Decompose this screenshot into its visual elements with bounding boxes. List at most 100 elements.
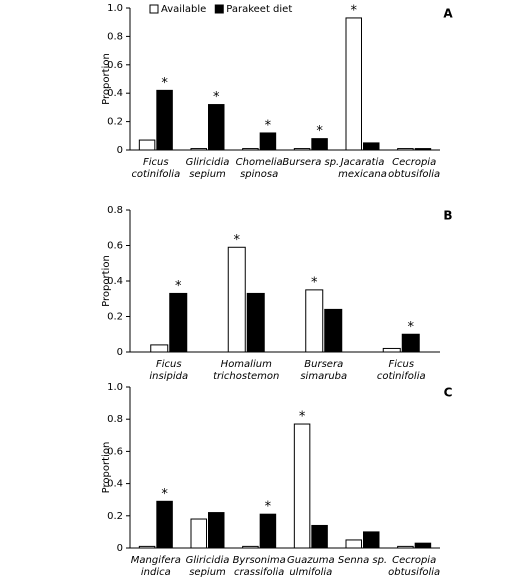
y-axis-label: Proportion bbox=[101, 53, 112, 105]
legend-swatch bbox=[149, 4, 159, 14]
bar bbox=[208, 512, 225, 549]
x-tick-label: simaruba bbox=[300, 371, 347, 382]
y-axis-label: Proportion bbox=[101, 255, 112, 307]
x-tick-label: Gliricidia bbox=[186, 157, 230, 168]
y-tick-label: 0.2 bbox=[107, 117, 123, 128]
panel-label: A bbox=[443, 7, 453, 21]
panel-label: C bbox=[444, 386, 453, 400]
x-tick-label: mexicana bbox=[338, 169, 387, 180]
x-tick-label: Homalium bbox=[221, 359, 272, 370]
y-tick-label: 0.8 bbox=[107, 31, 123, 42]
significance-marker: * bbox=[299, 410, 306, 425]
x-tick-label: Ficus bbox=[388, 359, 414, 370]
significance-marker: * bbox=[351, 3, 358, 18]
bar bbox=[345, 539, 362, 549]
x-tick-label: indica bbox=[141, 567, 171, 578]
y-tick-label: 0.2 bbox=[107, 312, 123, 323]
bar bbox=[414, 542, 432, 549]
significance-marker: * bbox=[234, 233, 241, 248]
x-tick-label: Cecropia bbox=[392, 157, 436, 168]
bar bbox=[259, 132, 277, 151]
bar bbox=[345, 17, 362, 151]
y-axis-label: Proportion bbox=[101, 442, 112, 494]
x-tick-label: crassifolia bbox=[234, 567, 284, 578]
x-tick-label: insipida bbox=[149, 371, 188, 382]
x-tick-label: Mangifera bbox=[131, 555, 181, 566]
bar bbox=[293, 148, 311, 151]
x-tick-label: cotinifolia bbox=[131, 169, 180, 180]
bar bbox=[324, 308, 343, 353]
y-tick-label: 1.0 bbox=[107, 382, 123, 393]
bar bbox=[156, 500, 173, 549]
bar bbox=[246, 292, 265, 353]
y-tick-label: 0.2 bbox=[107, 511, 123, 522]
y-tick-label: 0 bbox=[117, 145, 123, 156]
significance-marker: * bbox=[311, 275, 318, 290]
y-tick-label: 0.6 bbox=[107, 446, 123, 457]
y-tick-label: 0.8 bbox=[107, 205, 123, 216]
bar bbox=[363, 531, 380, 549]
significance-marker: * bbox=[265, 118, 272, 133]
bar bbox=[242, 148, 259, 151]
bar bbox=[156, 89, 173, 151]
bar bbox=[397, 148, 414, 151]
bar bbox=[190, 518, 207, 549]
significance-marker: * bbox=[213, 90, 220, 105]
x-tick-label: trichostemon bbox=[213, 371, 279, 382]
bar bbox=[150, 344, 169, 353]
bar bbox=[208, 104, 225, 151]
x-tick-label: Bursera bbox=[304, 359, 343, 370]
x-tick-label: obtusifolia bbox=[388, 169, 440, 180]
x-tick-label: Bursera sp. bbox=[282, 157, 339, 168]
bar bbox=[259, 513, 277, 549]
significance-marker: * bbox=[175, 279, 182, 294]
y-tick-label: 0.4 bbox=[107, 88, 123, 99]
bar bbox=[397, 545, 414, 549]
x-tick-label: Ficus bbox=[143, 157, 169, 168]
y-tick-label: 0.4 bbox=[107, 276, 123, 287]
x-tick-label: Byrsonima bbox=[233, 555, 286, 566]
y-tick-label: 1.0 bbox=[107, 3, 123, 14]
x-tick-label: Senna sp. bbox=[338, 555, 387, 566]
significance-marker: * bbox=[265, 500, 272, 515]
x-tick-label: ulmifolia bbox=[289, 567, 332, 578]
x-tick-label: Jacaratia bbox=[339, 157, 385, 168]
bar bbox=[305, 289, 324, 353]
y-tick-label: 0.6 bbox=[107, 241, 123, 252]
bar bbox=[311, 524, 328, 549]
x-tick-label: Gliricidia bbox=[186, 555, 230, 566]
bar bbox=[401, 333, 420, 353]
significance-marker: * bbox=[161, 487, 168, 502]
bar bbox=[169, 292, 188, 353]
bar bbox=[227, 246, 246, 353]
bar bbox=[190, 148, 207, 151]
x-tick-label: sepium bbox=[189, 169, 226, 180]
x-tick-label: cotinifolia bbox=[377, 371, 426, 382]
x-tick-label: Cecropia bbox=[392, 555, 436, 566]
y-tick-label: 0.8 bbox=[107, 414, 123, 425]
x-tick-label: Chomelia bbox=[236, 157, 283, 168]
significance-marker: * bbox=[161, 76, 168, 91]
legend-swatch bbox=[214, 4, 224, 14]
y-tick-label: 0.6 bbox=[107, 60, 123, 71]
x-tick-label: Guazuma bbox=[287, 555, 335, 566]
bar bbox=[138, 545, 156, 549]
legend-label: Parakeet diet bbox=[226, 4, 292, 15]
x-tick-label: sepium bbox=[189, 567, 226, 578]
bar bbox=[363, 142, 380, 151]
significance-marker: * bbox=[408, 320, 415, 335]
legend-label: Available bbox=[161, 4, 206, 15]
x-tick-label: spinosa bbox=[240, 169, 278, 180]
x-tick-label: obtusifolia bbox=[388, 567, 440, 578]
y-tick-label: 0.4 bbox=[107, 479, 123, 490]
bar bbox=[242, 545, 259, 549]
x-tick-label: Ficus bbox=[156, 359, 182, 370]
bar bbox=[138, 139, 156, 151]
bar bbox=[382, 347, 401, 353]
y-tick-label: 0 bbox=[117, 347, 123, 358]
y-tick-label: 0 bbox=[117, 543, 123, 554]
panel-label: B bbox=[443, 209, 452, 223]
bar bbox=[293, 423, 311, 549]
significance-marker: * bbox=[316, 124, 323, 139]
